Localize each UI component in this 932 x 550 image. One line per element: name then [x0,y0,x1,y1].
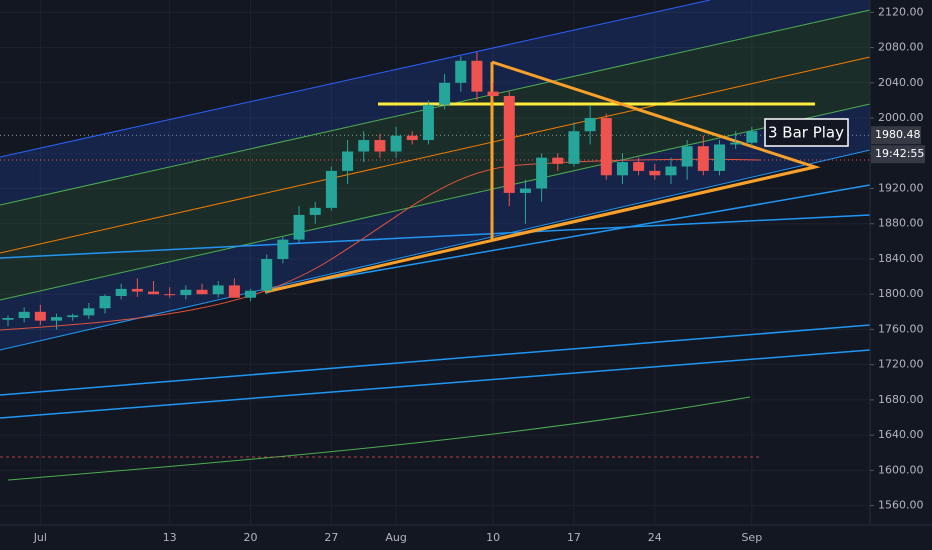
candle-body [536,157,548,189]
grid [0,0,870,525]
candle-body [422,104,434,141]
triangle-support [264,165,816,294]
candle-body [584,118,596,132]
y-tick-label: 1600.00 [878,463,924,476]
channel-line [0,149,871,351]
candle-body [277,239,289,259]
last-price-box [871,126,921,145]
candle-body [455,60,467,83]
candle-body [568,131,580,164]
candle-body [2,317,14,320]
candle-body [471,60,483,92]
candle-body [552,157,564,164]
y-tick-label: 1800.00 [878,287,924,300]
candle-body [358,140,370,152]
candle-body [519,188,531,193]
y-tick-label: 2080.00 [878,41,924,54]
candle-body [487,91,499,97]
candle-body [390,135,402,152]
trend-line [0,214,871,259]
candle-body [115,288,127,296]
x-tick-label: 13 [163,531,177,544]
channel-line [0,56,871,254]
y-tick-label: 1560.00 [878,499,924,512]
countdown-box [871,145,925,164]
candle-body [439,82,451,105]
candle-body [99,295,111,309]
x-tick-label: Sep [741,531,762,544]
moving-average [7,396,751,481]
candle-body [681,146,693,167]
candle-body [730,142,742,145]
candles [2,51,758,330]
y-tick-label: 1760.00 [878,322,924,335]
candle-body [503,96,515,193]
x-tick-label: 27 [324,531,338,544]
candle-body [293,214,305,240]
candle-body [34,311,46,321]
y-tick-label: 1680.00 [878,393,924,406]
x-tick-label: 10 [486,531,500,544]
candle-body [51,317,63,321]
candle-body [713,144,725,171]
candle-body [164,294,176,296]
candle-body [67,315,79,318]
candle-body [325,170,337,208]
last-price-label: 1980.48 [875,128,921,141]
trend-line [0,324,871,396]
y-tick-label: 2040.00 [878,76,924,89]
countdown-label: 19:42:55 [875,147,924,160]
candle-body [180,289,192,296]
price-axis [870,0,932,525]
y-tick-label: 2000.00 [878,111,924,124]
channel-line [0,9,871,206]
candle-body [374,140,386,152]
candle-body [212,285,224,295]
candle-body [18,311,30,318]
candle-body [261,258,273,291]
candle-body [649,170,661,176]
x-tick-label: 17 [567,531,581,544]
candle-body [633,162,645,171]
x-tick-label: 20 [244,531,258,544]
y-tick-label: 1720.00 [878,358,924,371]
candle-body [196,289,208,295]
candle-body [616,162,628,176]
trend-line [264,184,871,291]
annotation: 3 Bar Play [768,124,844,142]
y-tick-label: 1880.00 [878,217,924,230]
y-tick-label: 1640.00 [878,428,924,441]
x-tick-label: Aug [385,531,406,544]
candle-body [228,285,240,298]
y-tick-label: 2120.00 [878,5,924,18]
candle-body [245,290,257,298]
candle-body [406,135,418,141]
candle-body [697,146,709,171]
channel-line [0,0,711,158]
candle-body [83,308,95,316]
candle-body [342,151,354,171]
candle-body [131,288,143,292]
candle-body [746,131,758,143]
annotation-box [764,118,849,147]
x-tick-label: 24 [648,531,662,544]
candle-body [665,166,677,176]
candle-body [148,291,160,295]
axes: 1560.00 1600.00 1640.00 1680.00 1720.00 1760.… [33,5,925,544]
trend-line [0,349,871,419]
candle-body [309,207,321,215]
y-tick-label: 1840.00 [878,252,924,265]
x-tick-label: Jul [33,531,47,544]
candle-body [600,118,612,176]
y-tick-label: 1920.00 [878,182,924,195]
